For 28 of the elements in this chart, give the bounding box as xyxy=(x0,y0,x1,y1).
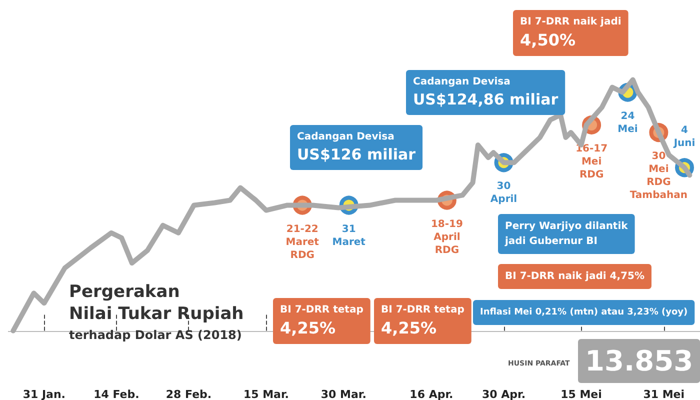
annotation: 18-19 April RDG xyxy=(430,218,463,256)
annotation: 24 Mei xyxy=(618,110,638,135)
annotation: Cadangan Devisa US$126 miliar xyxy=(297,132,416,164)
x-tick-label: 16 Apr. xyxy=(410,388,454,400)
annotation: 30 Mei RDG Tambahan xyxy=(630,150,688,201)
annotation: Cadangan Devisa US$124,86 miliar xyxy=(413,76,559,108)
text: terhadap Dolar AS (2018) xyxy=(69,328,242,342)
annotation: 30 April xyxy=(490,181,518,206)
annotation: BI 7-DRR tetap 4,25% xyxy=(280,304,364,338)
annotation: Inflasi Mei 0,21% (mtn) atau 3,23% (yoy) xyxy=(480,308,688,318)
text: Pergerakan Nilai Tukar Rupiah xyxy=(69,282,244,324)
x-tick-label: 31 Mei xyxy=(643,388,685,400)
text: BI 7-DRR naik jadi 4,50% xyxy=(520,16,622,50)
x-tick-label: 15 Mei xyxy=(560,388,602,400)
annotation: 4 Juni xyxy=(672,125,696,150)
annotation: BI 7-DRR naik jadi 4,75% xyxy=(505,271,644,282)
annotation: BI 7-DRR tetap 4,25% xyxy=(381,304,464,338)
annotation: 16-17 Mei RDG xyxy=(576,143,608,180)
annotation: 21-22 Maret RDG xyxy=(286,224,320,261)
text: 13.853 xyxy=(585,344,694,378)
x-tick-label: 31 Jan. xyxy=(22,388,66,400)
x-tick-label: 15 Mar. xyxy=(243,388,289,400)
x-tick-label: 28 Feb. xyxy=(166,388,212,400)
annotation: Perry Warjiyo dilantik jadi Gubernur BI xyxy=(504,221,628,247)
x-tick-label: 14 Feb. xyxy=(94,388,140,400)
x-tick-label: 30 Apr. xyxy=(482,388,526,400)
x-tick-label: 30 Mar. xyxy=(320,388,366,400)
annotation: 31 Maret xyxy=(332,224,366,248)
